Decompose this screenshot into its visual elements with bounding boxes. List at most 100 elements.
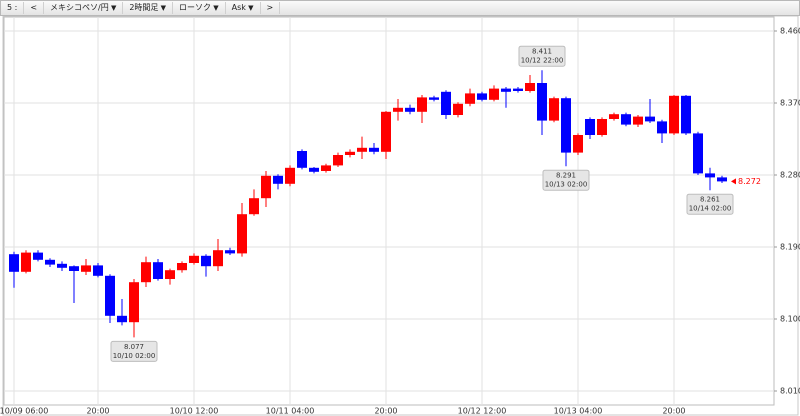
candle-body bbox=[417, 97, 427, 112]
candle-body bbox=[705, 173, 715, 178]
candle-body bbox=[213, 250, 223, 267]
candle-body bbox=[261, 175, 271, 199]
candle-body bbox=[153, 262, 163, 279]
annotation-box bbox=[110, 340, 158, 362]
x-tick-label: 10/12 12:00 bbox=[458, 407, 507, 416]
candle-body bbox=[693, 133, 703, 174]
candle-body bbox=[441, 91, 451, 115]
candle-body bbox=[717, 177, 727, 182]
next-button[interactable]: > bbox=[261, 2, 281, 14]
candle-body bbox=[9, 254, 19, 272]
candle-body bbox=[57, 263, 67, 268]
candle-body bbox=[177, 263, 187, 271]
candle-body bbox=[285, 167, 295, 184]
candle-body bbox=[453, 103, 463, 115]
chart: 8.460 8.370 8.280 8.190 8.100 8.010 10/09 06:0… bbox=[0, 16, 800, 416]
annotation-time: 10/13 02:00 bbox=[545, 181, 588, 189]
annotation-box bbox=[518, 45, 566, 67]
candle-body bbox=[309, 167, 319, 172]
symbol-select[interactable]: メキシコペソ/円 bbox=[44, 2, 124, 14]
annotation-time: 10/12 22:00 bbox=[521, 57, 564, 65]
y-tick-label: 8.280 bbox=[780, 171, 800, 180]
candle-body bbox=[645, 116, 655, 122]
candle-body bbox=[381, 111, 391, 152]
candle-body bbox=[513, 88, 523, 91]
candle-body bbox=[525, 83, 535, 91]
candle-body bbox=[357, 147, 367, 152]
candle-body bbox=[81, 265, 91, 272]
x-tick-label: 10/11 04:00 bbox=[266, 407, 315, 416]
candle-body bbox=[429, 97, 439, 100]
y-tick-label: 8.370 bbox=[780, 99, 800, 108]
candle-body bbox=[609, 114, 619, 119]
annotation-value: 8.411 bbox=[532, 48, 552, 56]
candle-body bbox=[597, 119, 607, 135]
annotation-box bbox=[686, 193, 734, 215]
annotation-time: 10/14 02:00 bbox=[689, 205, 732, 213]
annotation-value: 8.077 bbox=[124, 343, 144, 351]
candle-body bbox=[489, 88, 499, 100]
annotation-value: 8.291 bbox=[556, 172, 576, 180]
x-tick-label: 10/10 12:00 bbox=[170, 407, 219, 416]
prev-button[interactable]: < bbox=[24, 2, 45, 14]
candle-body bbox=[189, 255, 199, 263]
candle-body bbox=[633, 116, 643, 125]
candle-body bbox=[501, 88, 511, 92]
timeframe-select[interactable]: 2時間足 bbox=[123, 2, 174, 14]
candle-body bbox=[297, 151, 307, 168]
candle-body bbox=[573, 135, 583, 153]
y-tick-label: 8.100 bbox=[780, 315, 800, 324]
candle-body bbox=[129, 282, 139, 323]
candle-body bbox=[21, 252, 31, 272]
y-tick-label: 8.010 bbox=[780, 387, 800, 396]
x-tick-label: 20:00 bbox=[86, 407, 109, 416]
chart-type-select[interactable]: ローソク bbox=[173, 2, 226, 14]
candle-body bbox=[69, 266, 79, 271]
x-tick-label: 10/09 06:00 bbox=[0, 407, 48, 416]
candle-body bbox=[345, 151, 355, 155]
x-tick-label: 20:00 bbox=[374, 407, 397, 416]
menu-button[interactable]: 5 : bbox=[1, 2, 25, 14]
candle-body bbox=[669, 95, 679, 134]
candle-body bbox=[561, 98, 571, 153]
candle-body bbox=[585, 119, 595, 135]
candle-body bbox=[465, 93, 475, 104]
last-price-marker bbox=[731, 178, 736, 185]
y-tick-label: 8.460 bbox=[780, 27, 800, 36]
candle-body bbox=[393, 107, 403, 112]
candle-body bbox=[537, 83, 547, 121]
candle-body bbox=[33, 252, 43, 260]
plot-area bbox=[3, 16, 775, 406]
last-price-label: 8.272 bbox=[738, 177, 761, 186]
candle-body bbox=[141, 262, 151, 283]
candle-body bbox=[681, 95, 691, 134]
candle-body bbox=[165, 270, 175, 279]
candle-body bbox=[201, 255, 211, 267]
x-tick-label: 20:00 bbox=[662, 407, 685, 416]
candle-body bbox=[93, 265, 103, 276]
annotation-box bbox=[542, 169, 590, 191]
candle-body bbox=[117, 315, 127, 323]
candle-body bbox=[369, 147, 379, 152]
candle-body bbox=[405, 107, 415, 112]
candle-body bbox=[621, 114, 631, 125]
x-tick-label: 10/13 04:00 bbox=[554, 407, 603, 416]
candle-body bbox=[45, 259, 55, 265]
candle-body bbox=[549, 98, 559, 121]
price-select[interactable]: Ask bbox=[226, 2, 261, 14]
candle-body bbox=[237, 214, 247, 254]
toolbar: 5 : < メキシコペソ/円 2時間足 ローソク Ask > bbox=[0, 0, 800, 16]
candle-body bbox=[333, 155, 343, 166]
candle-body bbox=[273, 175, 283, 184]
annotation-value: 8.261 bbox=[700, 196, 720, 204]
candle-body bbox=[249, 198, 259, 215]
candle-body bbox=[225, 250, 235, 254]
annotation-time: 10/10 02:00 bbox=[113, 352, 156, 360]
candle-body bbox=[657, 121, 667, 134]
candle-body bbox=[105, 275, 115, 316]
